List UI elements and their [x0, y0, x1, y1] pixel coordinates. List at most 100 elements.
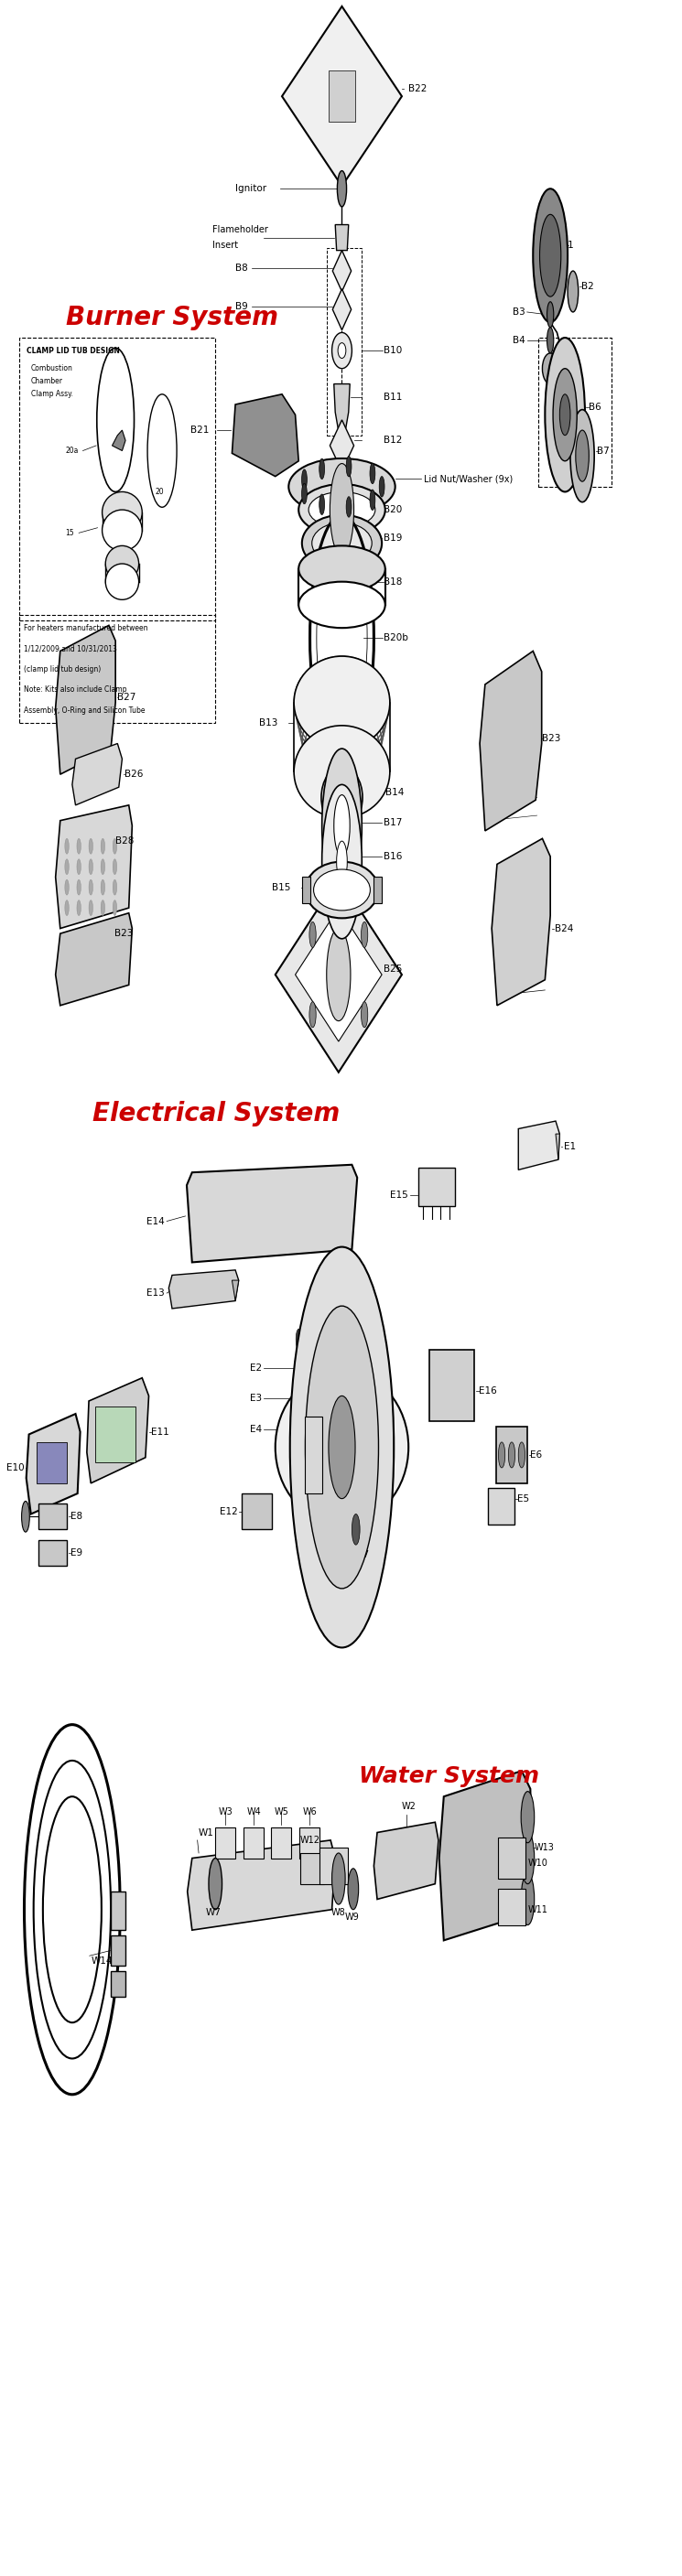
Circle shape — [352, 1515, 360, 1546]
Circle shape — [346, 456, 351, 477]
Text: B25: B25 — [384, 966, 402, 974]
Circle shape — [309, 1329, 314, 1350]
Text: W13: W13 — [534, 1844, 554, 1852]
Circle shape — [65, 840, 69, 855]
Ellipse shape — [106, 546, 139, 582]
Polygon shape — [112, 430, 125, 451]
Circle shape — [301, 469, 307, 489]
Circle shape — [348, 1868, 359, 1909]
Circle shape — [370, 464, 375, 484]
Ellipse shape — [299, 582, 385, 629]
Text: B2: B2 — [581, 281, 593, 291]
Bar — [243, 1826, 263, 1857]
Circle shape — [310, 1002, 316, 1028]
Circle shape — [97, 348, 134, 492]
Text: W1: W1 — [198, 1829, 214, 1837]
Ellipse shape — [294, 726, 390, 819]
Polygon shape — [168, 1270, 239, 1309]
Text: W10: W10 — [529, 1860, 548, 1868]
Text: E11: E11 — [151, 1427, 169, 1437]
Text: W9: W9 — [344, 1911, 359, 1922]
Bar — [302, 1419, 322, 1443]
Bar — [327, 247, 362, 435]
Polygon shape — [334, 384, 350, 428]
Text: B20: B20 — [384, 505, 402, 515]
Circle shape — [508, 1443, 515, 1468]
Text: B12: B12 — [384, 435, 402, 446]
Polygon shape — [87, 1378, 149, 1484]
Bar — [499, 1837, 525, 1878]
Bar — [216, 1826, 235, 1857]
Text: CLAMP LID TUB DESIGN: CLAMP LID TUB DESIGN — [27, 345, 120, 355]
Circle shape — [323, 1329, 328, 1350]
Text: 1/12/2009 and 10/31/2013: 1/12/2009 and 10/31/2013 — [25, 644, 117, 652]
Text: Electrical System: Electrical System — [92, 1100, 340, 1126]
Circle shape — [113, 840, 117, 855]
Text: B27: B27 — [117, 693, 136, 701]
Circle shape — [327, 927, 351, 1020]
Circle shape — [521, 1790, 534, 1842]
Bar — [488, 1489, 514, 1525]
Ellipse shape — [312, 523, 372, 564]
Polygon shape — [232, 1280, 239, 1301]
Polygon shape — [336, 224, 349, 250]
Circle shape — [576, 430, 589, 482]
Circle shape — [77, 858, 81, 873]
Text: E4: E4 — [250, 1425, 262, 1435]
Ellipse shape — [332, 332, 352, 368]
Text: W14: W14 — [91, 1955, 113, 1965]
Circle shape — [89, 840, 93, 855]
Text: B26: B26 — [124, 770, 143, 778]
Bar — [374, 876, 382, 902]
Polygon shape — [282, 5, 402, 185]
Text: B28: B28 — [115, 837, 134, 845]
Circle shape — [310, 922, 316, 948]
Text: B4: B4 — [512, 335, 525, 345]
Text: W12: W12 — [300, 1837, 320, 1844]
Polygon shape — [330, 420, 354, 471]
Polygon shape — [72, 744, 122, 806]
Ellipse shape — [276, 1370, 409, 1525]
Text: B14: B14 — [385, 788, 404, 796]
Polygon shape — [276, 876, 402, 1072]
Text: E1: E1 — [563, 1141, 576, 1151]
Ellipse shape — [299, 546, 385, 592]
Text: W6: W6 — [303, 1808, 317, 1816]
Text: W7: W7 — [205, 1909, 221, 1917]
Circle shape — [521, 1873, 534, 1924]
Bar — [302, 1388, 322, 1412]
Circle shape — [545, 337, 585, 492]
Circle shape — [101, 899, 105, 914]
Text: E7: E7 — [357, 1551, 369, 1558]
Polygon shape — [333, 250, 351, 291]
Circle shape — [361, 1002, 368, 1028]
Polygon shape — [55, 626, 115, 775]
Text: B18: B18 — [384, 577, 402, 587]
Circle shape — [22, 1502, 29, 1533]
Bar — [19, 337, 216, 621]
Text: B16: B16 — [384, 853, 402, 860]
Circle shape — [560, 394, 570, 435]
Text: E2: E2 — [250, 1363, 262, 1373]
Text: E6: E6 — [531, 1450, 542, 1461]
Text: Combustion: Combustion — [31, 363, 73, 374]
Text: E14: E14 — [146, 1216, 164, 1226]
Circle shape — [570, 410, 594, 502]
Polygon shape — [55, 806, 132, 927]
Circle shape — [322, 750, 362, 902]
Text: W11: W11 — [529, 1906, 548, 1914]
Circle shape — [553, 368, 577, 461]
Text: B5: B5 — [559, 363, 571, 374]
Bar — [336, 770, 349, 791]
Bar — [329, 70, 355, 121]
Text: 20a: 20a — [65, 446, 78, 456]
Ellipse shape — [308, 492, 375, 528]
Bar — [39, 1540, 67, 1566]
Bar — [95, 1406, 136, 1463]
Circle shape — [319, 459, 325, 479]
Ellipse shape — [542, 353, 559, 384]
Text: E12: E12 — [220, 1507, 237, 1517]
Text: B7: B7 — [597, 446, 610, 456]
Text: B19: B19 — [384, 533, 402, 544]
Text: E13: E13 — [146, 1288, 164, 1298]
